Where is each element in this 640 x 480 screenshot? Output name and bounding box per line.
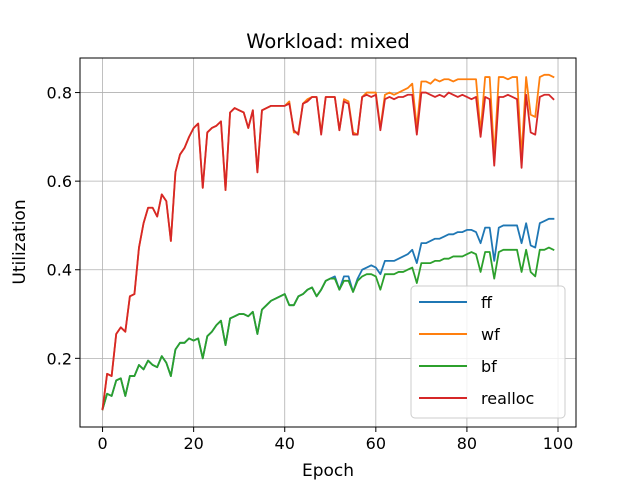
x-axis-ticks: 0 20 40 60 80 100 bbox=[97, 427, 573, 453]
legend: ff wf bf realloc bbox=[410, 285, 566, 419]
legend-label-bf: bf bbox=[481, 357, 497, 376]
x-tick-label: 0 bbox=[97, 434, 107, 453]
x-tick-label: 60 bbox=[366, 434, 386, 453]
y-tick-label: 0.4 bbox=[47, 261, 72, 280]
x-tick-label: 20 bbox=[183, 434, 203, 453]
x-tick-label: 40 bbox=[275, 434, 295, 453]
x-tick-label: 100 bbox=[543, 434, 574, 453]
x-axis-label: Epoch bbox=[302, 461, 354, 480]
legend-label-wf: wf bbox=[481, 325, 500, 344]
y-tick-label: 0.8 bbox=[47, 84, 72, 103]
y-tick-label: 0.6 bbox=[47, 172, 72, 191]
y-axis-ticks: 0.2 0.4 0.6 0.8 bbox=[47, 84, 80, 368]
plot-lines bbox=[101, 73, 555, 411]
y-tick-label: 0.2 bbox=[47, 349, 72, 368]
y-axis-label: Utilization bbox=[10, 199, 30, 284]
chart-title: Workload: mixed bbox=[246, 30, 410, 53]
legend-label-realloc: realloc bbox=[481, 389, 534, 408]
legend-label-ff: ff bbox=[481, 293, 493, 312]
plot-frame bbox=[79, 57, 577, 428]
series-line-bf bbox=[101, 246, 555, 411]
x-tick-label: 80 bbox=[457, 434, 477, 453]
legend-box bbox=[410, 285, 566, 419]
series-line-realloc bbox=[101, 91, 555, 411]
